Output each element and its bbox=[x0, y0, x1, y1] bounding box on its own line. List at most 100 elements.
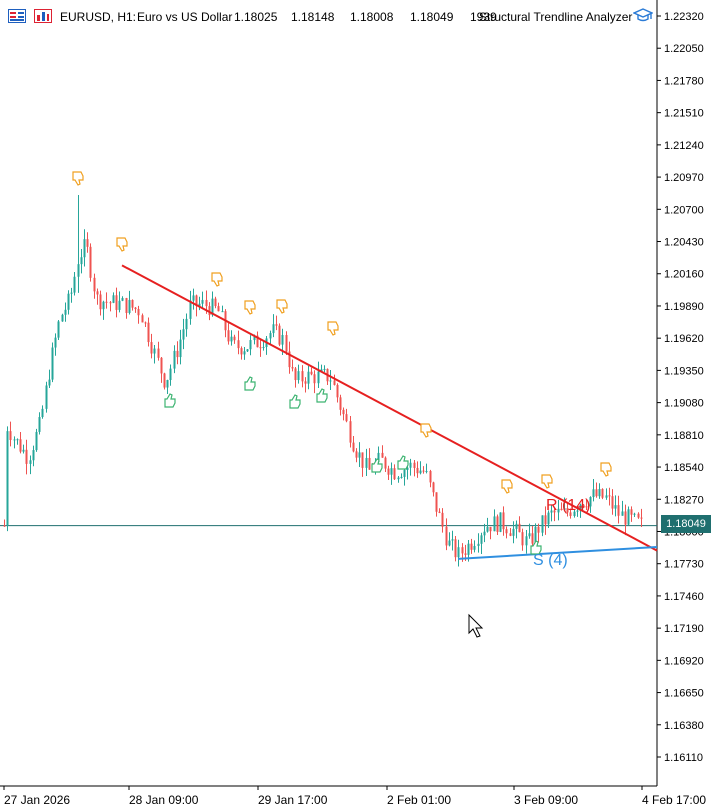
thumbs-up-icon bbox=[371, 458, 383, 473]
candle-body bbox=[38, 417, 41, 432]
support-trendline bbox=[457, 545, 658, 560]
candle-body bbox=[566, 508, 569, 513]
candle-body bbox=[240, 348, 243, 355]
x-tick-label: 2 Feb 01:00 bbox=[387, 793, 451, 807]
candle-body bbox=[441, 512, 444, 527]
candle-body bbox=[237, 340, 240, 349]
thumb-shape bbox=[530, 540, 542, 555]
candle-body bbox=[531, 533, 534, 544]
candle-body bbox=[310, 371, 313, 375]
candle-body bbox=[537, 527, 540, 533]
candle-body bbox=[451, 539, 454, 541]
candle-body bbox=[9, 431, 12, 441]
candle-body bbox=[368, 457, 371, 470]
thumbs-up-icon bbox=[164, 393, 176, 408]
y-tick-label: 1.17460 bbox=[664, 591, 704, 603]
thumb-shape bbox=[289, 394, 301, 409]
candle-body bbox=[313, 374, 316, 384]
thumbs-up-icon bbox=[397, 455, 409, 470]
candle-body bbox=[419, 470, 422, 474]
chart-header: EURUSD, H1: Euro vs US Dollar 1.18025 1.… bbox=[0, 0, 727, 32]
candle-body bbox=[589, 497, 592, 507]
candle-body bbox=[51, 347, 54, 380]
y-tick-label: 1.18540 bbox=[664, 462, 704, 474]
candle-body bbox=[345, 414, 348, 422]
candle-body bbox=[211, 298, 214, 316]
y-tick-label: 1.18270 bbox=[664, 494, 704, 506]
window-list-icon[interactable] bbox=[8, 9, 26, 23]
candle-body bbox=[291, 367, 294, 369]
trendlines[interactable] bbox=[121, 264, 658, 560]
candle-body bbox=[131, 299, 134, 308]
candle-body bbox=[521, 532, 524, 546]
candle-body bbox=[32, 450, 35, 461]
candle-body bbox=[480, 535, 483, 544]
candle-body bbox=[73, 276, 76, 293]
candle-body bbox=[185, 318, 188, 330]
candle-body bbox=[525, 536, 528, 546]
candle-body bbox=[160, 357, 163, 374]
candle-body bbox=[486, 526, 489, 532]
ohlc-open: 1.18025 bbox=[234, 10, 278, 24]
bar-chart-icon[interactable] bbox=[34, 9, 52, 23]
candle-body bbox=[361, 452, 364, 468]
candle-body bbox=[563, 508, 566, 511]
thumb-shape bbox=[501, 479, 513, 494]
thumbs-down-icon bbox=[72, 171, 84, 186]
candle-body bbox=[176, 350, 179, 358]
candle-body bbox=[201, 299, 204, 304]
thumbs-down-icon bbox=[327, 321, 339, 336]
candle-body bbox=[461, 547, 464, 554]
candle-body bbox=[518, 523, 521, 533]
candle-body bbox=[598, 488, 601, 497]
candle-body bbox=[208, 306, 211, 316]
candle-body bbox=[592, 489, 595, 498]
axes: 1.22320 1.22050 1.21780 1.21510 1.21240 1.209… bbox=[0, 0, 706, 807]
y-tick-label: 1.21240 bbox=[664, 140, 704, 152]
candle-body bbox=[493, 516, 496, 532]
candle-body bbox=[217, 306, 220, 312]
candle-body bbox=[534, 527, 537, 544]
candle-body bbox=[86, 239, 89, 247]
candle-body bbox=[403, 469, 406, 477]
candle-body bbox=[121, 298, 124, 301]
candle-body bbox=[585, 506, 588, 508]
candle-body bbox=[157, 348, 160, 358]
candle-body bbox=[573, 511, 576, 516]
candle-body bbox=[214, 298, 217, 307]
candle-body bbox=[137, 309, 140, 316]
candle-body bbox=[605, 495, 608, 498]
thumb-shape bbox=[316, 388, 328, 403]
candle-body bbox=[473, 545, 476, 550]
candle-body bbox=[435, 492, 438, 512]
candle-body bbox=[83, 239, 86, 258]
graduation-cap-icon[interactable] bbox=[632, 8, 654, 24]
candle-body bbox=[560, 508, 563, 511]
candle-body bbox=[233, 336, 236, 341]
thumb-shape bbox=[244, 300, 256, 315]
candle-body bbox=[118, 300, 121, 310]
candle-body bbox=[454, 539, 457, 558]
thumb-shape bbox=[116, 237, 128, 252]
y-tick-label: 1.21510 bbox=[664, 108, 704, 120]
candle-body bbox=[579, 504, 582, 511]
candle-body bbox=[515, 523, 518, 529]
candle-body bbox=[467, 543, 470, 555]
candle-body bbox=[294, 368, 297, 381]
candle-body bbox=[633, 513, 636, 515]
y-tick-label: 1.20430 bbox=[664, 237, 704, 249]
candle-body bbox=[582, 504, 585, 507]
candle-body bbox=[54, 337, 57, 348]
y-tick-label: 1.22050 bbox=[664, 43, 704, 55]
candle-body bbox=[128, 299, 131, 313]
thumb-shape bbox=[371, 458, 383, 473]
candle-body bbox=[445, 526, 448, 546]
candle-body bbox=[483, 531, 486, 536]
candle-body bbox=[323, 368, 326, 370]
candle-body bbox=[6, 431, 9, 526]
candle-body bbox=[496, 516, 499, 532]
candle-body bbox=[3, 525, 6, 527]
candle-body bbox=[320, 369, 323, 372]
candle-body bbox=[102, 301, 105, 310]
